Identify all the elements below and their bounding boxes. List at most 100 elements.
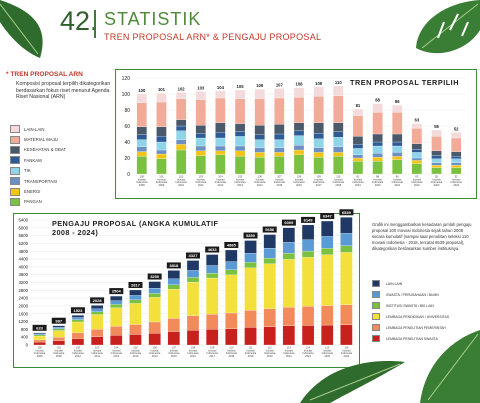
bar-segment (148, 293, 161, 298)
bar-segment (321, 254, 334, 306)
legend-label: MATERIAL MAJU (24, 137, 58, 143)
total-label: 109 (315, 81, 323, 86)
category-label: 107 Inovasi Indonesia 2015 (168, 346, 180, 358)
bar-segment (175, 92, 187, 99)
bar-segment (90, 305, 104, 309)
legend-swatch (372, 302, 380, 309)
bar-segment (136, 93, 147, 103)
bar-segment (244, 310, 257, 328)
y-tick-label: 2800 (18, 288, 28, 293)
y-tick-label: 3200 (18, 280, 28, 285)
bar-segment (90, 308, 104, 312)
total-label-box (166, 262, 181, 269)
total-label: 104 (217, 85, 225, 90)
total-label-box (109, 288, 124, 295)
legend-item: ENERGI (10, 186, 66, 196)
total-label: 86 (395, 99, 400, 104)
category-label: 104 Inovasi Indonesia 2012 (215, 175, 227, 187)
bar-segment (186, 277, 200, 283)
title-divider (94, 10, 96, 38)
legend-swatch (10, 135, 20, 144)
bar-segment (206, 329, 219, 346)
bar-segment (274, 88, 285, 99)
bar-segment (282, 306, 296, 326)
total-label: 1523 (73, 308, 83, 313)
category-label: 105 Inovasi Indonesia 2013 (234, 175, 246, 187)
bar-segment (33, 332, 46, 334)
bar-segment (244, 240, 257, 254)
total-label-box (243, 232, 258, 239)
category-label: 106 Inovasi Indonesia 2014 (149, 346, 161, 358)
bar-segment (71, 319, 85, 323)
bar-segment (90, 336, 104, 346)
category-label: 116 Inovasi Indonesia 2024 (341, 346, 353, 358)
category-label: 109 Inovasi Indonesia 2017 (313, 175, 325, 187)
y-tick-label: 1600 (18, 311, 28, 316)
total-label-box (186, 252, 200, 259)
bar-segment (263, 326, 276, 346)
y-tick-label: 1200 (18, 319, 28, 324)
bar-segment (71, 315, 85, 318)
bar-segment (263, 263, 276, 309)
bar-segment (186, 270, 200, 278)
legend-swatch (372, 313, 380, 320)
bar-segment (301, 239, 315, 252)
total-label-box (70, 307, 85, 314)
bar-segment (340, 252, 353, 305)
bar-segment (167, 284, 180, 290)
y-tick-label: 0 (127, 172, 130, 178)
category-label: 107 Inovasi Indonesia 2015 (274, 175, 286, 187)
category-label: 100 Inovasi Indonesia 2008 (34, 346, 46, 358)
bar-segment (71, 317, 85, 320)
y-tick-label: 3600 (18, 272, 28, 277)
y-tick-label: 120 (122, 76, 131, 82)
legend-item: MATERIAL MAJU (10, 134, 66, 144)
bar-segment (52, 325, 65, 328)
bar-segment (282, 253, 296, 260)
palm-leaf-decoration (300, 361, 405, 403)
total-label-box (281, 219, 296, 226)
bar-segment (206, 314, 219, 330)
bar-segment (321, 248, 334, 255)
bar-segment (71, 321, 85, 334)
y-tick-label: 400 (21, 335, 29, 340)
legend-item: TIK (10, 166, 66, 176)
total-label-box (320, 213, 335, 220)
bar-segment (244, 253, 257, 263)
category-label: 108 Inovasi Indonesia 2016 (187, 346, 199, 358)
legend-swatch (10, 145, 20, 154)
y-tick-label: 40 (124, 140, 130, 146)
pengaju-legend: LAIN-LAIN SWASTA / PERUSAHAAN / BUMN INS… (372, 278, 449, 344)
legend-swatch (372, 324, 380, 331)
bar-segment (263, 308, 276, 327)
bar-segment (52, 328, 65, 331)
legend-label: KESEHATAN & OBAT (24, 147, 67, 153)
category-label: 81 Inovasi Indonesia 2019 (352, 175, 364, 187)
category-label: 113 Inovasi Indonesia 2021 (283, 346, 295, 358)
legend-label: LEMBAGA PENDIDIKAN / UNIVERSITAS (386, 314, 450, 319)
category-label: 101 Inovasi Indonesia 2009 (156, 175, 168, 187)
bar-segment (340, 233, 353, 246)
bar-segment (263, 234, 276, 249)
bar-segment (225, 269, 238, 276)
bar-segment (167, 270, 180, 279)
bar-segment (282, 259, 296, 308)
total-label: 3818 (169, 263, 179, 268)
bar-segment (129, 289, 142, 296)
y-tick-label: 20 (124, 156, 130, 162)
bar-segment (301, 224, 315, 240)
y-tick-label: 60 (124, 124, 130, 130)
y-tick-label: 80 (124, 108, 130, 114)
bar-segment (206, 273, 219, 279)
legend-swatch (372, 335, 380, 342)
bar-segment (110, 307, 123, 327)
category-label: 111 Inovasi Indonesia 2019 (245, 346, 257, 358)
legend-swatch (372, 291, 380, 298)
legend-item: TRANSPORTASI (10, 176, 66, 186)
bar-segment (148, 281, 161, 289)
y-tick-label: 4800 (18, 249, 28, 254)
bar-segment (411, 123, 423, 129)
category-label: 101 Inovasi Indonesia 2009 (53, 346, 65, 358)
